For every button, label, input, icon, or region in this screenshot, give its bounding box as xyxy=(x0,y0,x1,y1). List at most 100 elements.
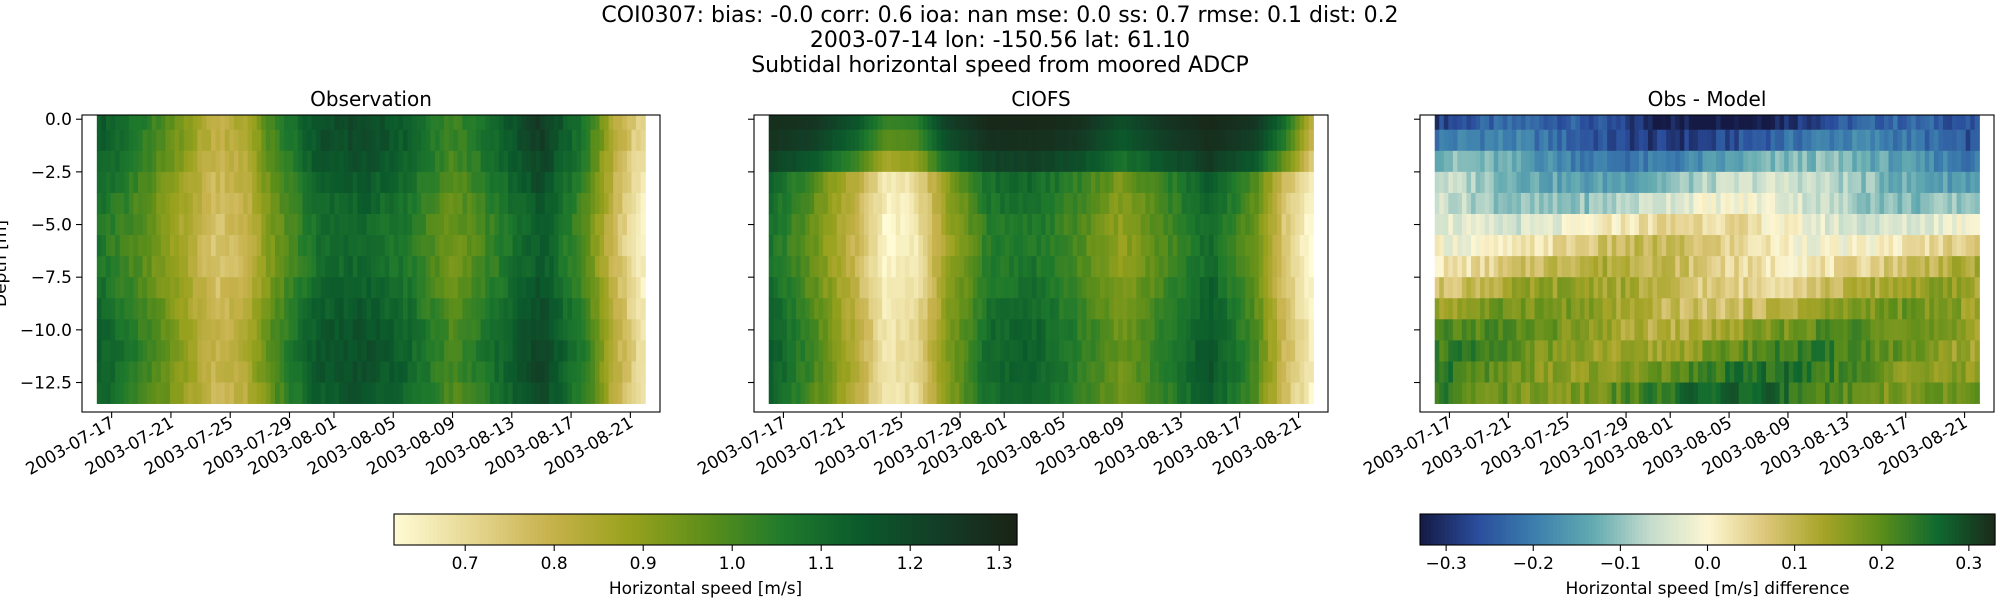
heatmap-cell xyxy=(1661,319,1667,341)
heatmap-cell xyxy=(1109,192,1115,215)
heatmap-cell xyxy=(882,192,888,215)
heatmap-cell xyxy=(1461,298,1468,320)
heatmap-cell xyxy=(936,256,942,278)
heatmap-cell xyxy=(1534,361,1540,383)
heatmap-cell xyxy=(1725,319,1731,341)
heatmap-cell xyxy=(293,319,299,341)
heatmap-cell xyxy=(389,150,395,173)
heatmap-cell xyxy=(1181,256,1187,278)
heatmap-cell xyxy=(293,192,299,215)
heatmap-cell xyxy=(412,129,418,152)
heatmap-cell xyxy=(1584,298,1590,320)
heatmap-cell xyxy=(1195,319,1201,341)
heatmap-cell xyxy=(1688,171,1694,194)
heatmap-cell xyxy=(567,298,573,320)
heatmap-cell xyxy=(886,129,892,152)
heatmap-cell xyxy=(581,340,587,362)
heatmap-cell xyxy=(1725,115,1731,131)
heatmap-cell xyxy=(1970,235,1976,257)
heatmap-cell xyxy=(608,382,614,404)
heatmap-cell xyxy=(160,382,166,404)
heatmap-cell xyxy=(498,382,505,404)
heatmap-cell xyxy=(430,340,436,362)
heatmap-cell xyxy=(977,319,983,341)
heatmap-cell xyxy=(1865,298,1871,320)
heatmap-cell xyxy=(791,298,797,320)
heatmap-cell xyxy=(841,129,847,152)
heatmap-cell xyxy=(986,340,992,362)
heatmap-cell xyxy=(466,115,473,131)
heatmap-cell xyxy=(544,361,550,383)
heatmap-cell xyxy=(540,129,546,152)
heatmap-cell xyxy=(517,256,523,278)
heatmap-cell xyxy=(1466,277,1472,299)
heatmap-cell xyxy=(841,319,847,341)
heatmap-cell xyxy=(1634,150,1640,173)
heatmap-cell xyxy=(498,171,505,194)
heatmap-cell xyxy=(814,214,820,236)
heatmap-cell xyxy=(1208,115,1215,131)
heatmap-cell xyxy=(854,382,861,404)
heatmap-cell xyxy=(151,319,157,341)
heatmap-cell xyxy=(384,171,390,194)
heatmap-cell xyxy=(1720,319,1726,341)
heatmap-cell xyxy=(1589,361,1595,383)
heatmap-cell xyxy=(1295,214,1301,236)
heatmap-cell xyxy=(279,382,285,404)
heatmap-cell xyxy=(972,256,979,278)
heatmap-cell xyxy=(1031,235,1038,257)
heatmap-cell xyxy=(572,361,578,383)
heatmap-cell xyxy=(1570,129,1576,152)
heatmap-cell xyxy=(380,171,386,194)
heatmap-cell xyxy=(1131,214,1137,236)
heatmap-cell xyxy=(581,235,587,257)
heatmap-cell xyxy=(1561,115,1567,131)
heatmap-cell xyxy=(1620,214,1626,236)
heatmap-cell xyxy=(972,382,979,404)
heatmap-cell xyxy=(192,235,198,257)
heatmap-cell xyxy=(1031,192,1038,215)
heatmap-cell xyxy=(188,298,194,320)
heatmap-cell xyxy=(900,115,906,131)
heatmap-cell xyxy=(886,256,892,278)
heatmap-cell xyxy=(1929,256,1935,278)
heatmap-cell xyxy=(1543,319,1549,341)
heatmap-cell xyxy=(1136,115,1142,131)
heatmap-cell xyxy=(1163,319,1169,341)
heatmap-cell xyxy=(1286,192,1292,215)
heatmap-cell xyxy=(1793,171,1799,194)
heatmap-cell xyxy=(224,214,230,236)
heatmap-cell xyxy=(197,235,203,257)
heatmap-cell xyxy=(814,235,820,257)
heatmap-cell xyxy=(471,235,477,257)
heatmap-cell xyxy=(1036,192,1042,215)
heatmap-cell xyxy=(786,298,793,320)
heatmap-cell xyxy=(1461,340,1468,362)
heatmap-cell xyxy=(1607,319,1613,341)
heatmap-cell xyxy=(1906,319,1912,341)
heatmap-cell xyxy=(1158,235,1165,257)
heatmap-cell xyxy=(1127,340,1133,362)
heatmap-cell xyxy=(1140,129,1146,152)
heatmap-cell xyxy=(640,382,646,404)
heatmap-cell xyxy=(1502,319,1508,341)
heatmap-cell xyxy=(1022,129,1028,152)
heatmap-cell xyxy=(904,115,910,131)
heatmap-cell xyxy=(1575,150,1581,173)
heatmap-cell xyxy=(1806,115,1812,131)
heatmap-cell xyxy=(1616,319,1622,341)
heatmap-cell xyxy=(1598,129,1604,152)
heatmap-cell xyxy=(782,256,788,278)
heatmap-cell xyxy=(1874,298,1881,320)
heatmap-cell xyxy=(1702,256,1708,278)
heatmap-cell xyxy=(256,171,262,194)
heatmap-cell xyxy=(927,319,933,341)
heatmap-cell xyxy=(526,298,532,320)
heatmap-cell xyxy=(599,382,605,404)
heatmap-cell xyxy=(1489,129,1495,152)
heatmap-cell xyxy=(1227,129,1233,152)
heatmap-cell xyxy=(959,115,965,131)
heatmap-cell xyxy=(1952,235,1958,257)
heatmap-cell xyxy=(1834,340,1840,362)
heatmap-cell xyxy=(1190,171,1196,194)
